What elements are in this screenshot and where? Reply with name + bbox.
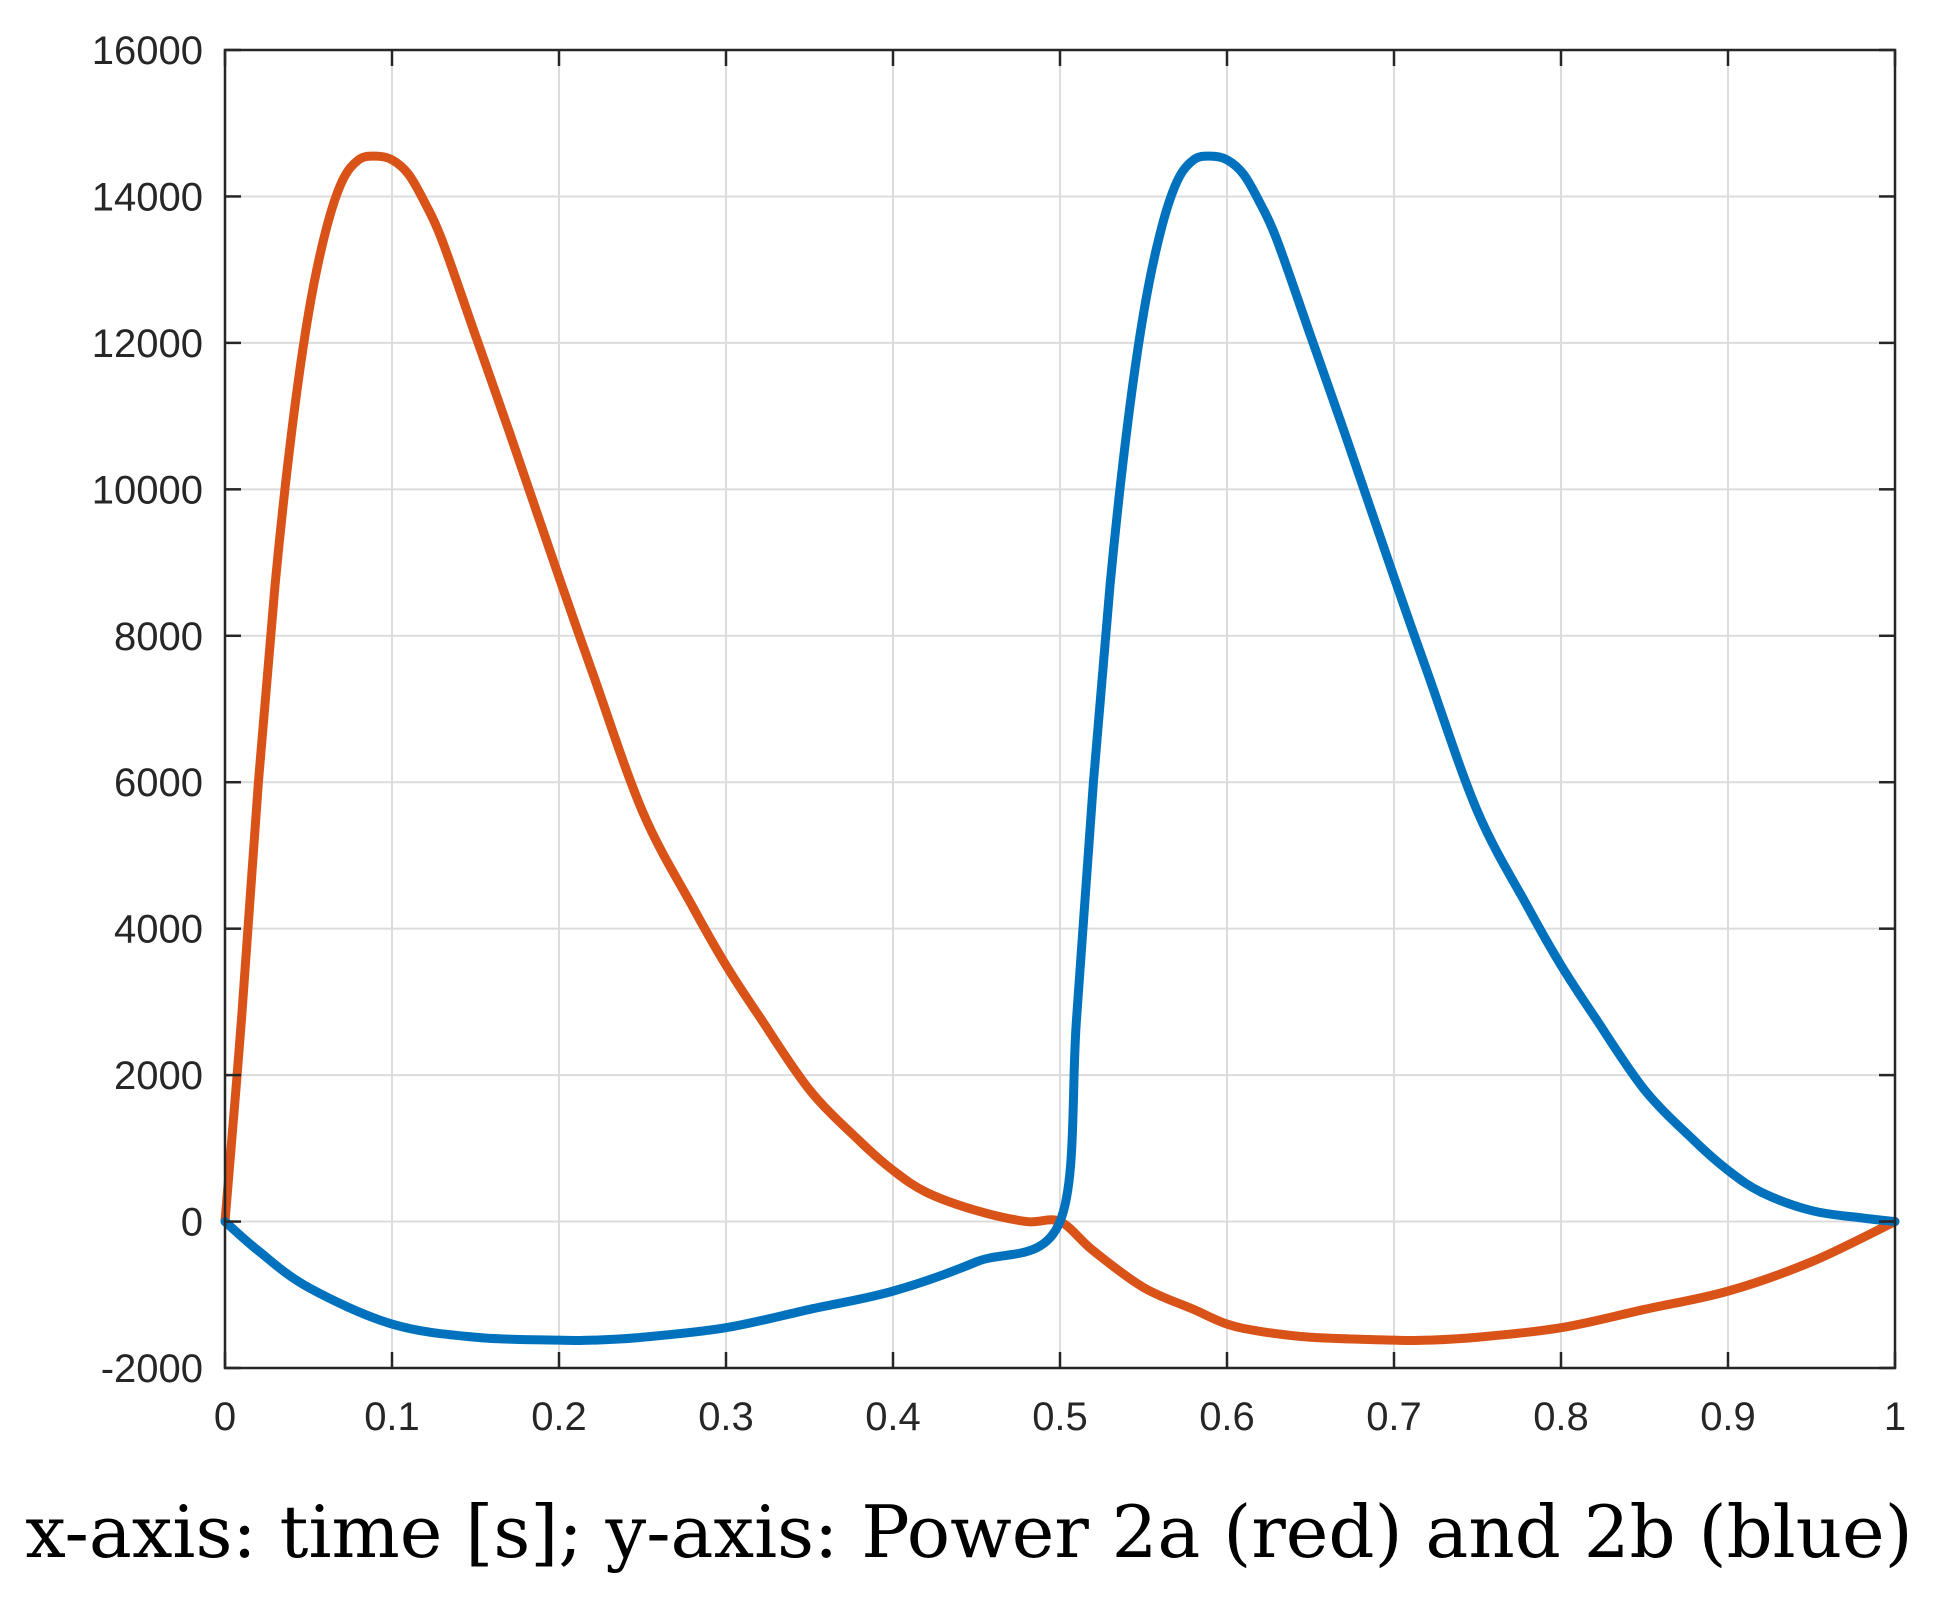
- y-tick-label: 16000: [92, 29, 203, 73]
- y-tick-label: 12000: [92, 322, 203, 366]
- x-tick-label: 0.3: [698, 1395, 754, 1439]
- x-tick-labels: 0 0.1 0.2 0.3 0.4 0.5 0.6 0.7 0.8 0.9 1: [214, 1395, 1906, 1439]
- figure-caption: x-axis: time [s]; y-axis: Power 2a (red)…: [0, 1490, 1938, 1574]
- x-tick-label: 0: [214, 1395, 236, 1439]
- x-tick-label: 0.7: [1366, 1395, 1422, 1439]
- line-chart: 0 0.1 0.2 0.3 0.4 0.5 0.6 0.7 0.8 0.9 1 -200002000…: [0, 0, 1938, 1450]
- y-tick-labels: -2000 0 2000 4000 6000 8000 10000 12000 14000 160…: [92, 29, 203, 1391]
- x-tick-label: 0.9: [1700, 1395, 1756, 1439]
- y-tick-label: 6000: [114, 761, 203, 805]
- y-tick-label: 8000: [114, 615, 203, 659]
- y-tick-label: 4000: [114, 908, 203, 952]
- y-tick-label: 2000: [114, 1054, 203, 1098]
- x-tick-label: 1: [1884, 1395, 1906, 1439]
- x-tick-label: 0.6: [1199, 1395, 1255, 1439]
- x-tick-label: 0.4: [865, 1395, 921, 1439]
- y-tick-label: 0: [181, 1201, 203, 1245]
- x-tick-label: 0.1: [364, 1395, 420, 1439]
- x-tick-label: 0.2: [531, 1395, 587, 1439]
- y-tick-label: 10000: [92, 468, 203, 512]
- x-tick-label: 0.5: [1032, 1395, 1088, 1439]
- y-tick-label: 14000: [92, 175, 203, 219]
- x-tick-label: 0.8: [1533, 1395, 1589, 1439]
- y-tick-label: -2000: [101, 1347, 203, 1391]
